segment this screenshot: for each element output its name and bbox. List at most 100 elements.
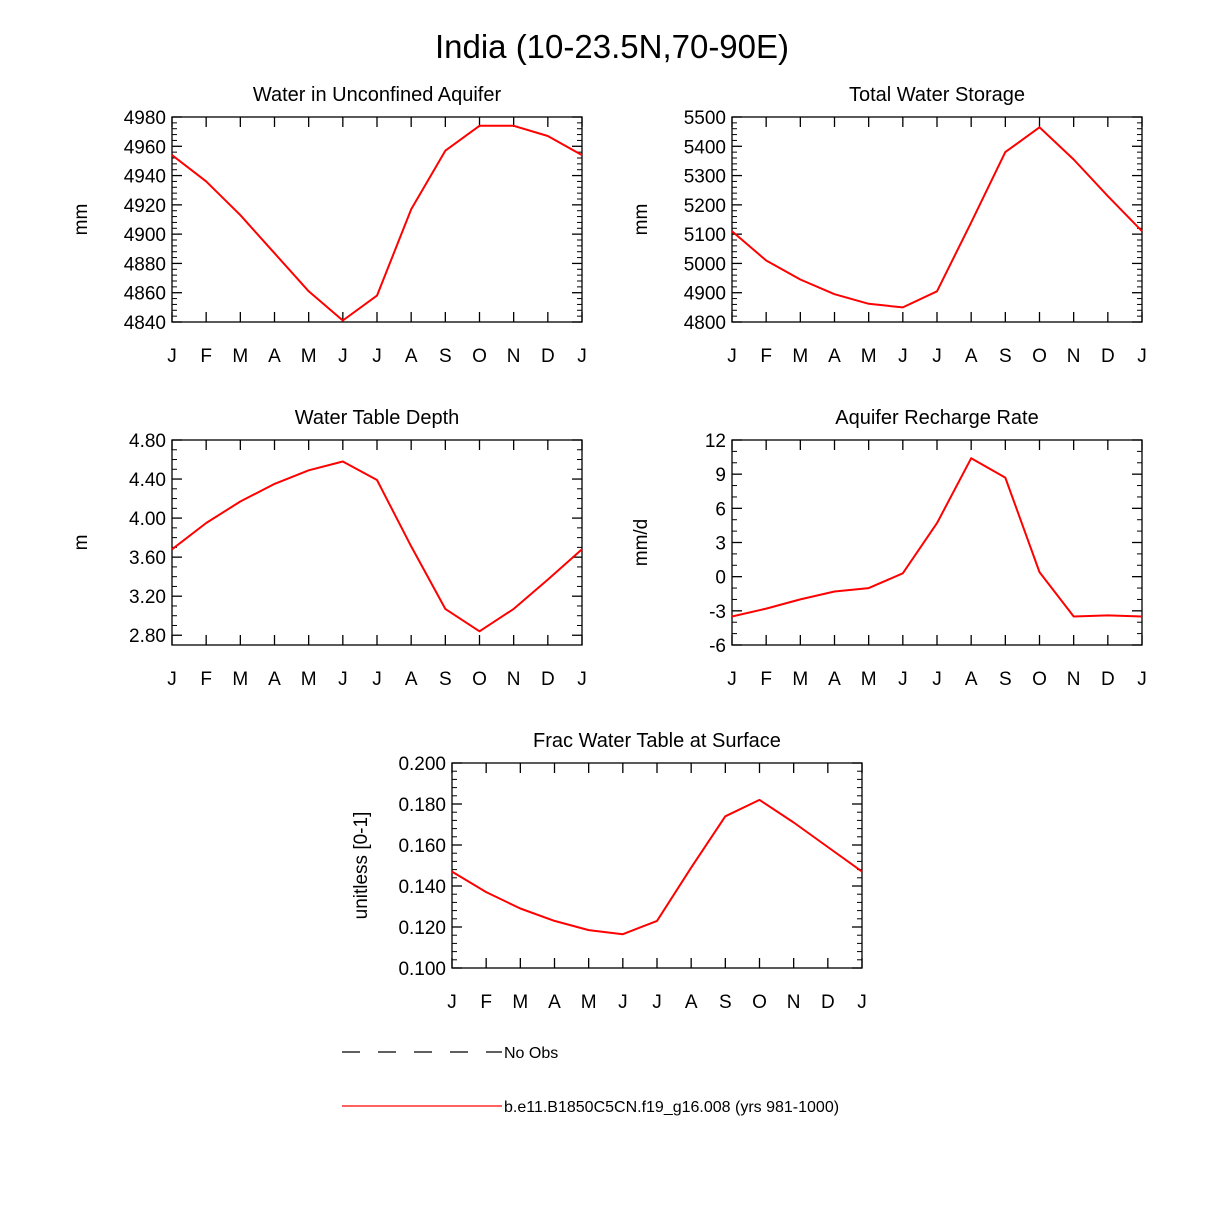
panel-water-in-unconfined-aquifer-ylabel: mm xyxy=(71,204,92,236)
panel-total-water-storage-xtick-label: F xyxy=(760,346,772,367)
panel-water-table-depth-xtick-label: J xyxy=(167,669,177,690)
panel-water-table-depth-xtick-label: S xyxy=(439,669,452,690)
panel-total-water-storage-xtick-label: A xyxy=(965,346,978,367)
panel-aquifer-recharge-rate-xtick-label: A xyxy=(828,669,841,690)
panel-total-water-storage-xtick-label: A xyxy=(828,346,841,367)
panel-water-table-depth-xtick-label: M xyxy=(301,669,317,690)
panel-total-water-storage-ylabel: mm xyxy=(631,204,652,236)
panel-water-in-unconfined-aquifer-xtick-label: M xyxy=(301,346,317,367)
panel-aquifer-recharge-rate-xtick-label: A xyxy=(965,669,978,690)
panel-aquifer-recharge-rate-xtick-label: M xyxy=(792,669,808,690)
panel-frac-water-table-at-surface-ytick-label: 0.140 xyxy=(398,877,446,898)
panel-water-table-depth-ytick-label: 4.80 xyxy=(129,431,166,452)
panel-water-in-unconfined-aquifer-xtick-label: A xyxy=(268,346,281,367)
panel-frac-water-table-at-surface-ytick-label: 0.160 xyxy=(398,836,446,857)
panel-water-in-unconfined-aquifer-ytick-label: 4880 xyxy=(124,254,166,275)
legend-item-no-obs: No Obs xyxy=(342,1045,558,1062)
panel-frac-water-table-at-surface-xtick-label: M xyxy=(581,992,597,1013)
panel-total-water-storage-series-line xyxy=(731,126,1143,309)
panel-frac-water-table-at-surface-xtick-label: O xyxy=(752,992,767,1013)
panel-water-table-depth-ytick-label: 2.80 xyxy=(129,626,166,647)
panel-water-table-depth-ylabel: m xyxy=(71,535,92,551)
panel-frac-water-table-at-surface-series-line xyxy=(451,798,863,936)
panel-water-in-unconfined-aquifer-xtick-label: M xyxy=(232,346,248,367)
panel-frac-water-table-at-surface-ytick-label: 0.180 xyxy=(398,795,446,816)
legend-label: b.e11.B1850C5CN.f19_g16.008 (yrs 981-100… xyxy=(504,1099,839,1116)
panel-aquifer-recharge-rate-title: Aquifer Recharge Rate xyxy=(835,407,1038,429)
panel-total-water-storage-ytick-label: 4900 xyxy=(684,284,726,305)
panel-aquifer-recharge-rate-xtick-label: J xyxy=(727,669,737,690)
panel-water-table-depth-xtick-label: O xyxy=(472,669,487,690)
panel-water-in-unconfined-aquifer-ytick-label: 4860 xyxy=(124,284,166,305)
panel-water-table-depth-ytick-label: 3.20 xyxy=(129,587,166,608)
panel-water-in-unconfined-aquifer-frame xyxy=(171,116,583,323)
legend: No Obs b.e11.B1850C5CN.f19_g16.008 (yrs 9… xyxy=(342,1045,839,1116)
panel-water-table-depth-xtick-label: M xyxy=(232,669,248,690)
panel-total-water-storage-ytick-label: 5100 xyxy=(684,225,726,246)
panel-water-in-unconfined-aquifer-xtick-label: J xyxy=(338,346,348,367)
panel-frac-water-table-at-surface: Frac Water Table at Surface unitless [0-1… xyxy=(351,730,867,1013)
panel-total-water-storage-ytick-label: 5400 xyxy=(684,137,726,158)
panel-frac-water-table-at-surface-xtick-label: N xyxy=(787,992,801,1013)
panel-water-in-unconfined-aquifer-ytick-label: 4980 xyxy=(124,108,166,129)
panel-water-table-depth-xtick-label: J xyxy=(577,669,587,690)
panel-frac-water-table-at-surface-xtick-label: D xyxy=(821,992,835,1013)
panel-water-table-depth-xtick-label: J xyxy=(338,669,348,690)
panel-water-table-depth-xtick-label: A xyxy=(268,669,281,690)
panel-water-in-unconfined-aquifer-xtick-label: J xyxy=(577,346,587,367)
panel-aquifer-recharge-rate-ytick-label: -6 xyxy=(709,636,726,657)
panel-aquifer-recharge-rate-xtick-label: S xyxy=(999,669,1012,690)
panel-water-in-unconfined-aquifer-xtick-label: J xyxy=(372,346,382,367)
panel-aquifer-recharge-rate-ytick-label: 0 xyxy=(715,568,726,589)
panel-total-water-storage-ytick-label: 5500 xyxy=(684,108,726,129)
figure-title: India (10-23.5N,70-90E) xyxy=(435,28,789,65)
panel-water-in-unconfined-aquifer-xtick-label: S xyxy=(439,346,452,367)
panel-water-in-unconfined-aquifer-ytick-label: 4940 xyxy=(124,167,166,188)
panel-total-water-storage-xtick-label: J xyxy=(898,346,908,367)
panel-water-in-unconfined-aquifer-xtick-label: A xyxy=(405,346,418,367)
panel-total-water-storage-ytick-label: 5000 xyxy=(684,254,726,275)
panel-aquifer-recharge-rate-frame xyxy=(731,439,1143,646)
panel-water-in-unconfined-aquifer-ytick-label: 4900 xyxy=(124,225,166,246)
panel-water-in-unconfined-aquifer-xtick-label: N xyxy=(507,346,521,367)
panel-total-water-storage-ytick-label: 5200 xyxy=(684,196,726,217)
panel-total-water-storage-xtick-label: N xyxy=(1067,346,1081,367)
panel-water-table-depth-xtick-label: F xyxy=(200,669,212,690)
panel-aquifer-recharge-rate-ytick-label: 6 xyxy=(715,499,726,520)
panel-water-table-depth-ytick-label: 3.60 xyxy=(129,548,166,569)
panel-water-in-unconfined-aquifer-xtick-label: F xyxy=(200,346,212,367)
panel-frac-water-table-at-surface-xtick-label: S xyxy=(719,992,732,1013)
panel-aquifer-recharge-rate-xtick-label: J xyxy=(898,669,908,690)
panel-aquifer-recharge-rate-ytick-label: 9 xyxy=(715,465,726,486)
panel-frac-water-table-at-surface-xtick-label: J xyxy=(447,992,457,1013)
panel-frac-water-table-at-surface-ylabel: unitless [0-1] xyxy=(351,812,372,920)
panel-water-in-unconfined-aquifer-xtick-label: O xyxy=(472,346,487,367)
panel-total-water-storage-xtick-label: M xyxy=(861,346,877,367)
panel-frac-water-table-at-surface-xtick-label: A xyxy=(548,992,561,1013)
panel-frac-water-table-at-surface-xtick-label: J xyxy=(652,992,662,1013)
panel-total-water-storage-xtick-label: S xyxy=(999,346,1012,367)
panel-aquifer-recharge-rate-xtick-label: M xyxy=(861,669,877,690)
panel-frac-water-table-at-surface-xtick-label: F xyxy=(480,992,492,1013)
panel-aquifer-recharge-rate-xtick-label: N xyxy=(1067,669,1081,690)
panel-aquifer-recharge-rate-ylabel: mm/d xyxy=(631,519,652,567)
legend-item-model: b.e11.B1850C5CN.f19_g16.008 (yrs 981-100… xyxy=(342,1099,839,1116)
panel-total-water-storage-xtick-label: J xyxy=(1137,346,1147,367)
panel-total-water-storage-ytick-label: 4800 xyxy=(684,313,726,334)
panel-frac-water-table-at-surface-title: Frac Water Table at Surface xyxy=(533,730,781,752)
legend-label: No Obs xyxy=(504,1045,558,1062)
panel-water-table-depth-xtick-label: D xyxy=(541,669,555,690)
panel-frac-water-table-at-surface-ytick-label: 0.120 xyxy=(398,918,446,939)
panel-water-table-depth-title: Water Table Depth xyxy=(295,407,460,429)
panel-aquifer-recharge-rate-series-line xyxy=(731,457,1143,618)
panel-water-in-unconfined-aquifer-xtick-label: D xyxy=(541,346,555,367)
panel-total-water-storage-ytick-label: 5300 xyxy=(684,167,726,188)
panel-water-table-depth-xtick-label: A xyxy=(405,669,418,690)
panel-total-water-storage-xtick-label: O xyxy=(1032,346,1047,367)
panel-water-in-unconfined-aquifer-xtick-label: J xyxy=(167,346,177,367)
panel-water-table-depth-ytick-label: 4.00 xyxy=(129,509,166,530)
